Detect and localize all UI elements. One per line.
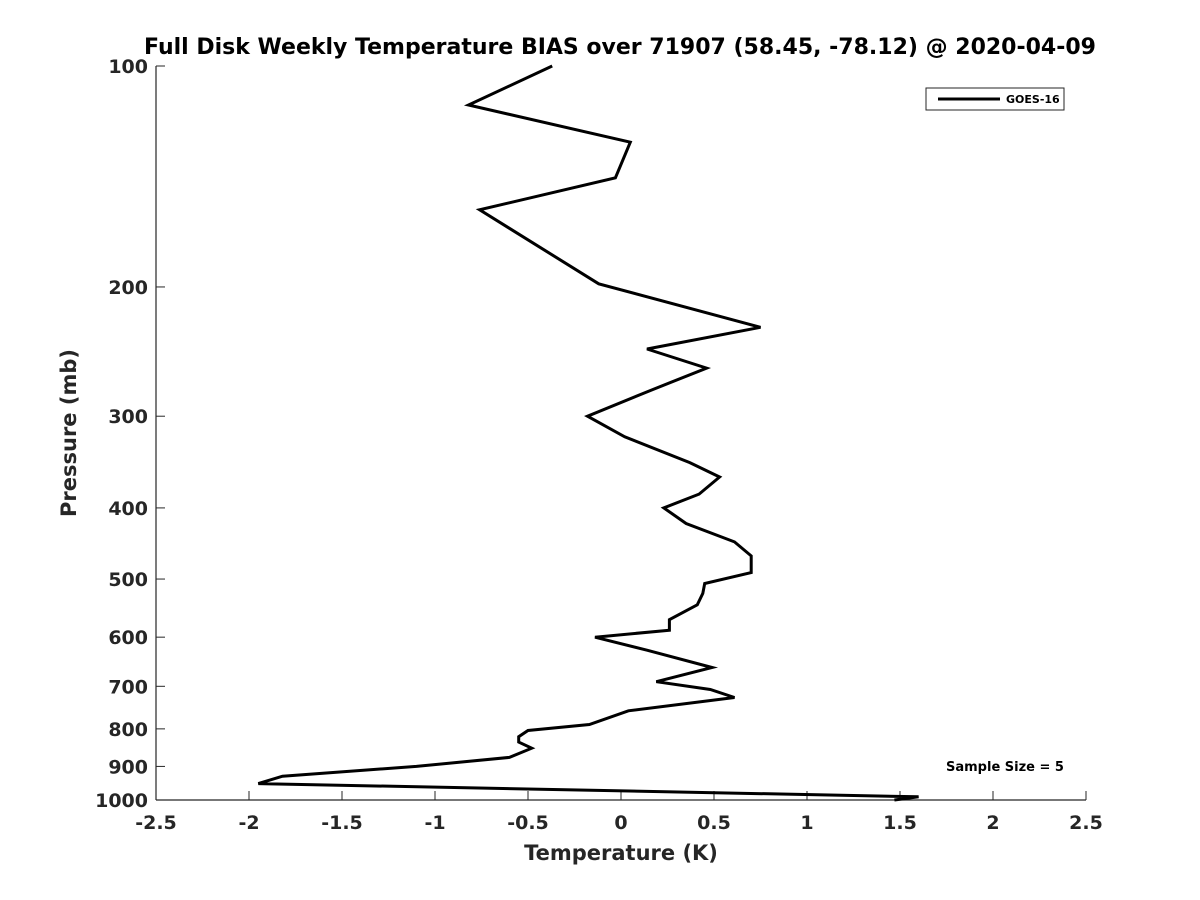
x-tick-label: -2.5 (135, 812, 177, 834)
x-tick-label: 2 (986, 812, 999, 834)
y-tick-label: 600 (108, 627, 148, 649)
y-tick-label: 800 (108, 719, 148, 741)
legend[interactable]: GOES-16 (925, 87, 1065, 111)
x-axis-label: Temperature (K) (524, 841, 718, 865)
y-axis-label: Pressure (mb) (57, 349, 81, 517)
y-tick-label: 900 (108, 756, 148, 778)
y-tick-label: 200 (108, 277, 148, 299)
y-tick-label: 700 (108, 676, 148, 698)
x-tick-label: -2 (238, 812, 259, 834)
x-tick-label: 1.5 (883, 812, 917, 834)
x-tick-label: -0.5 (507, 812, 549, 834)
y-ticks: 100 200 300 400 500 600 700 800 900 1000 (95, 56, 165, 812)
legend-label-goes16: GOES-16 (1006, 93, 1060, 106)
x-ticks: -2.5 -2 -1.5 -1 -0.5 0 0.5 1 1.5 2 2.5 (135, 791, 1103, 834)
y-tick-label: 300 (108, 406, 148, 428)
x-tick-label: 0 (614, 812, 627, 834)
y-tick-label: 1000 (95, 790, 148, 812)
x-tick-label: 2.5 (1069, 812, 1103, 834)
x-tick-label: -1.5 (321, 812, 363, 834)
chart-title: Full Disk Weekly Temperature BIAS over 7… (144, 35, 1096, 60)
x-tick-label: 1 (800, 812, 813, 834)
y-tick-label: 400 (108, 498, 148, 520)
y-tick-label: 500 (108, 569, 148, 591)
x-tick-label: 0.5 (697, 812, 731, 834)
sample-size-note: Sample Size = 5 (946, 760, 1064, 775)
series-line-goes16 (257, 64, 919, 802)
x-tick-label: -1 (424, 812, 445, 834)
y-tick-label: 100 (108, 56, 148, 78)
